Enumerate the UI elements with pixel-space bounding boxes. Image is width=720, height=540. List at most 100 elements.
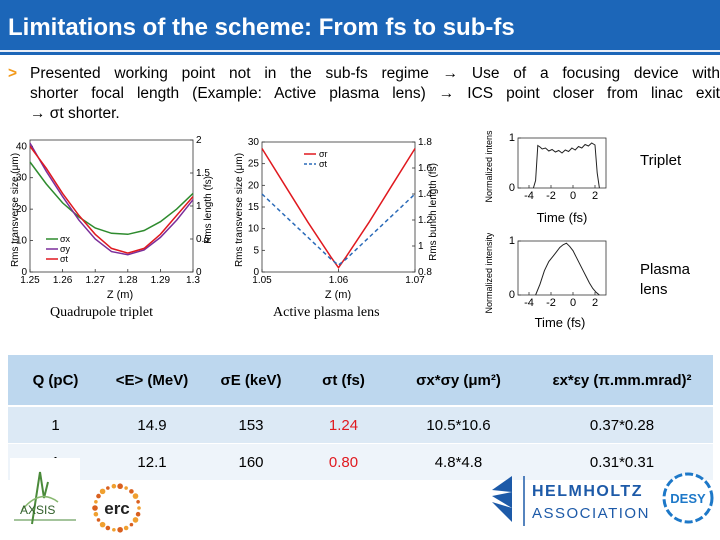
y-right-tick-label: 0 (196, 267, 202, 278)
title-underline (0, 50, 720, 52)
header-emittance: εx*εy (π.mm.mrad)² (531, 355, 713, 407)
plasma-xlabel: Z (m) (325, 289, 351, 301)
x-tick-label: 1.28 (118, 275, 138, 286)
series-line-s0 (532, 142, 600, 189)
x-tick-label: 1.25 (20, 275, 40, 286)
erc-dot (93, 511, 99, 517)
parameter-table: Q (pC) <E> (MeV) σE (keV) σt (fs) σx*σy … (8, 355, 713, 481)
erc-dot (129, 522, 134, 527)
y-right-tick-label: 1.5 (196, 168, 210, 179)
series-line-s0 (535, 242, 600, 296)
bullet-line-1: Presented working point not in the sub-f… (30, 65, 720, 82)
erc-logo: erc (92, 483, 141, 533)
erc-dot (123, 525, 129, 531)
erc-dot (132, 493, 139, 499)
plasma-lens-label-line2: lens (640, 281, 668, 298)
bullet-line-2: shorter focal length (Example: Active pl… (30, 85, 720, 102)
y-tick-label: 15 (248, 202, 260, 213)
y-tick-label: 10 (16, 236, 28, 247)
y-tick-label: 1 (509, 235, 515, 247)
erc-dot (135, 511, 141, 517)
cell-transverse-size: 10.5*10.6 (386, 406, 531, 444)
plot-frame (261, 141, 416, 273)
cell-energy-spread: 153 (201, 406, 301, 444)
plasma-ylabel-right: Rms bunch length (fs) (428, 163, 439, 261)
helmholtz-logo-line1: HELMHOLTZ (532, 483, 643, 500)
erc-dot (96, 518, 101, 522)
header-charge: Q (pC) (8, 355, 103, 407)
erc-dot (94, 500, 98, 504)
quad-xlabel: Z (m) (107, 289, 133, 301)
quadrupole-triplet-chart: 1.25 1.26 1.27 1.28 1.29 1.301020304000.511.5… (10, 135, 213, 301)
y-right-tick-label: 1 (418, 241, 424, 252)
axsis-logo-text: AXSIS (20, 503, 55, 517)
y-right-tick-label: 0.8 (418, 267, 432, 278)
plasma-lens-label: Plasma lens (640, 260, 690, 300)
header-energy-spread: σE (keV) (201, 355, 301, 407)
y-right-tick-label: 1.6 (418, 163, 432, 174)
erc-dot (117, 526, 123, 533)
cell-emittance: 0.31*0.31 (531, 443, 713, 481)
x-tick-label: 1.05 (252, 275, 272, 286)
slide-title: Limitations of the scheme: From fs to su… (8, 14, 515, 41)
cell-emittance: 0.37*0.28 (531, 406, 713, 444)
header-energy: <E> (MeV) (103, 355, 201, 407)
helmholtz-desy-logo: HELMHOLTZ ASSOCIATION DESY (492, 472, 714, 526)
y-tick-label: 30 (248, 137, 260, 148)
quad-ylabel-left: Rms transverse size (μm) (10, 153, 21, 267)
erc-dot (92, 505, 98, 511)
table-row: 1 12.1 160 0.80 4.8*4.8 0.31*0.31 (8, 443, 713, 481)
erc-dot (96, 493, 101, 499)
erc-dot (99, 488, 106, 495)
quad-legend: σx σy σt (46, 234, 71, 264)
quad-caption: Quadrupole triplet (50, 305, 154, 320)
erc-dot (99, 521, 106, 528)
erc-dot (129, 489, 134, 494)
cell-bunch-length: 0.80 (301, 443, 386, 481)
bullet-text: Presented working point not in the sub-f… (30, 64, 720, 124)
erc-logo-text: erc (104, 499, 130, 518)
x-tick-label: 0 (570, 190, 576, 202)
y-right-tick-label: 1.8 (418, 137, 432, 148)
bullet-marker: > (8, 65, 18, 82)
erc-dot (132, 517, 139, 523)
y-tick-label: 20 (16, 204, 28, 215)
x-tick-label: 1.06 (329, 275, 349, 286)
y-tick-label: 30 (16, 173, 28, 184)
erc-dot (111, 483, 117, 489)
y-tick-label: 0 (509, 182, 515, 194)
prof1-xlabel: Time (fs) (537, 210, 588, 225)
prof1-ylabel: Normalized intensity (484, 130, 494, 203)
triplet-label: Triplet (640, 152, 682, 169)
cell-energy: 12.1 (103, 443, 201, 481)
erc-dot (117, 483, 123, 490)
quad-ylabel-right: Rms length (fs) (203, 176, 213, 244)
y-tick-label: 5 (253, 245, 259, 256)
y-tick-label: 10 (248, 224, 260, 235)
plasma-lens-label-line1: Plasma (640, 261, 691, 278)
header-transverse-size: σx*σy (μm²) (386, 355, 531, 407)
erc-dot (124, 486, 128, 490)
y-right-tick-label: 1.4 (418, 189, 432, 200)
x-tick-label: 1.29 (151, 275, 171, 286)
y-tick-label: 20 (248, 180, 260, 191)
plasma-ylabel-left: Rms transverse size (μm) (234, 153, 245, 267)
x-tick-label: 1.07 (405, 275, 425, 286)
x-tick-label: 1.27 (85, 275, 105, 286)
quad-legend-x: σx (60, 234, 71, 244)
erc-dot (106, 486, 110, 490)
erc-dot (112, 527, 116, 532)
helmholtz-logo-line2: ASSOCIATION (532, 505, 650, 522)
erc-dot (137, 506, 141, 510)
y-tick-label: 40 (16, 141, 28, 152)
x-tick-label: 1.26 (53, 275, 73, 286)
x-tick-label: 0 (570, 297, 576, 309)
plasma-legend: σr σt (304, 149, 328, 169)
quad-legend-t: σt (60, 254, 69, 264)
series-line-r (261, 148, 416, 270)
y-right-tick-label: 2 (196, 135, 202, 146)
bullet-line-3: → σt shorter. (30, 105, 120, 122)
cell-energy-spread: 160 (201, 443, 301, 481)
table-row: 1 14.9 153 1.24 10.5*10.6 0.37*0.28 (8, 406, 713, 444)
y-tick-label: 0 (21, 267, 27, 278)
